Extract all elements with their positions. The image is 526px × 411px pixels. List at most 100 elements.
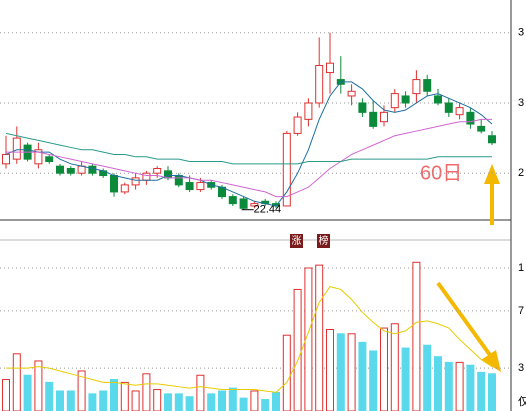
candle-body bbox=[455, 107, 464, 116]
candle-body bbox=[2, 153, 10, 165]
candle-body bbox=[120, 184, 129, 193]
volume-bar bbox=[153, 389, 162, 411]
y-tick-label: 2 bbox=[518, 167, 524, 179]
annotation: 60日 bbox=[420, 162, 462, 184]
volume-bar bbox=[218, 390, 226, 411]
volume-bar bbox=[23, 374, 32, 411]
volume-bar bbox=[228, 387, 237, 411]
ma-line bbox=[6, 286, 493, 393]
volume-bar bbox=[444, 361, 453, 411]
candle-body bbox=[434, 95, 442, 104]
candle-body bbox=[250, 203, 259, 207]
volume-bar bbox=[369, 350, 378, 411]
volume-bar bbox=[142, 373, 151, 411]
ma-line bbox=[6, 118, 492, 198]
candle-body bbox=[369, 111, 378, 127]
volume-bar bbox=[174, 393, 183, 411]
candle-body bbox=[153, 168, 162, 174]
candle-body bbox=[282, 132, 291, 207]
candle-body bbox=[56, 165, 64, 174]
y-tick-label: 3 bbox=[518, 27, 524, 39]
ma-line bbox=[5, 132, 492, 165]
candle-body bbox=[185, 182, 194, 191]
low-label: 22.44 bbox=[254, 204, 282, 216]
volume-bar bbox=[88, 393, 97, 411]
tag: 榜 bbox=[319, 234, 329, 247]
arrow bbox=[484, 164, 500, 225]
candle-body bbox=[401, 95, 410, 104]
volume-bar bbox=[56, 390, 64, 411]
volume-bar bbox=[110, 379, 118, 411]
volume-bar bbox=[293, 288, 302, 411]
candle-body bbox=[380, 111, 388, 123]
candle-body bbox=[358, 102, 367, 113]
volume-bar bbox=[390, 323, 399, 411]
volume-bar bbox=[380, 327, 388, 411]
volume-bar bbox=[336, 333, 345, 411]
candle-body bbox=[110, 175, 118, 193]
candle-body bbox=[347, 90, 356, 97]
volume-bar bbox=[207, 393, 216, 411]
candle-body bbox=[34, 149, 43, 165]
volume-bar bbox=[466, 364, 475, 411]
candle-body bbox=[88, 165, 97, 174]
candle-body bbox=[174, 175, 183, 186]
volume-bar bbox=[131, 390, 140, 411]
candle-body bbox=[239, 198, 248, 209]
volume-bar bbox=[261, 399, 270, 411]
volume-bar bbox=[455, 361, 464, 411]
volume-bar bbox=[401, 347, 410, 411]
candle-body bbox=[293, 116, 302, 134]
volume-bar bbox=[358, 341, 367, 411]
candle-body bbox=[423, 79, 432, 92]
candle-body bbox=[142, 172, 151, 181]
ma-line bbox=[5, 81, 493, 207]
volume-bar bbox=[120, 381, 129, 411]
candle-body bbox=[228, 196, 237, 205]
volume-bar bbox=[304, 267, 313, 411]
volume-bar bbox=[326, 328, 334, 411]
volume-bar bbox=[412, 261, 421, 411]
y-tick-label: 3 bbox=[518, 97, 524, 109]
candle-body bbox=[304, 102, 313, 120]
volume-bar bbox=[239, 397, 248, 411]
candle-body bbox=[488, 135, 496, 144]
tag: 涨 bbox=[292, 235, 302, 247]
volume-bar bbox=[66, 390, 75, 411]
volume-bar bbox=[272, 391, 280, 411]
arrow bbox=[436, 281, 501, 372]
candle-body bbox=[12, 137, 21, 160]
corner-label: 仅 bbox=[518, 395, 526, 408]
volume-bar bbox=[347, 333, 356, 411]
candle-body bbox=[315, 65, 324, 104]
candle-body bbox=[66, 168, 75, 174]
volume-bar bbox=[315, 264, 324, 411]
candle-body bbox=[477, 125, 486, 132]
candle-body bbox=[131, 177, 140, 186]
volume-bar bbox=[282, 334, 291, 411]
candle-body bbox=[466, 111, 475, 125]
y-tick-label: 3 bbox=[518, 362, 524, 374]
candle-body bbox=[196, 182, 205, 191]
volume-bar bbox=[164, 393, 172, 411]
volume-bar bbox=[185, 396, 194, 411]
candle-body bbox=[444, 102, 453, 113]
volume-bar bbox=[423, 344, 432, 411]
y-tick-label: 1 bbox=[518, 262, 524, 274]
candle-body bbox=[390, 93, 399, 109]
candle-body bbox=[412, 79, 421, 95]
candle-body bbox=[45, 156, 54, 162]
volume-bar bbox=[250, 390, 259, 411]
tag-box bbox=[290, 234, 303, 248]
volume-bar bbox=[2, 379, 10, 411]
volume-bar bbox=[477, 371, 486, 411]
candle-body bbox=[326, 62, 334, 74]
volume-bar bbox=[99, 390, 108, 411]
volume-bar bbox=[45, 381, 54, 411]
volume-bar bbox=[488, 373, 496, 411]
volume-bar bbox=[434, 356, 442, 411]
tag-box bbox=[317, 234, 330, 248]
y-tick-label: 7 bbox=[518, 305, 524, 317]
volume-bar bbox=[34, 360, 43, 411]
